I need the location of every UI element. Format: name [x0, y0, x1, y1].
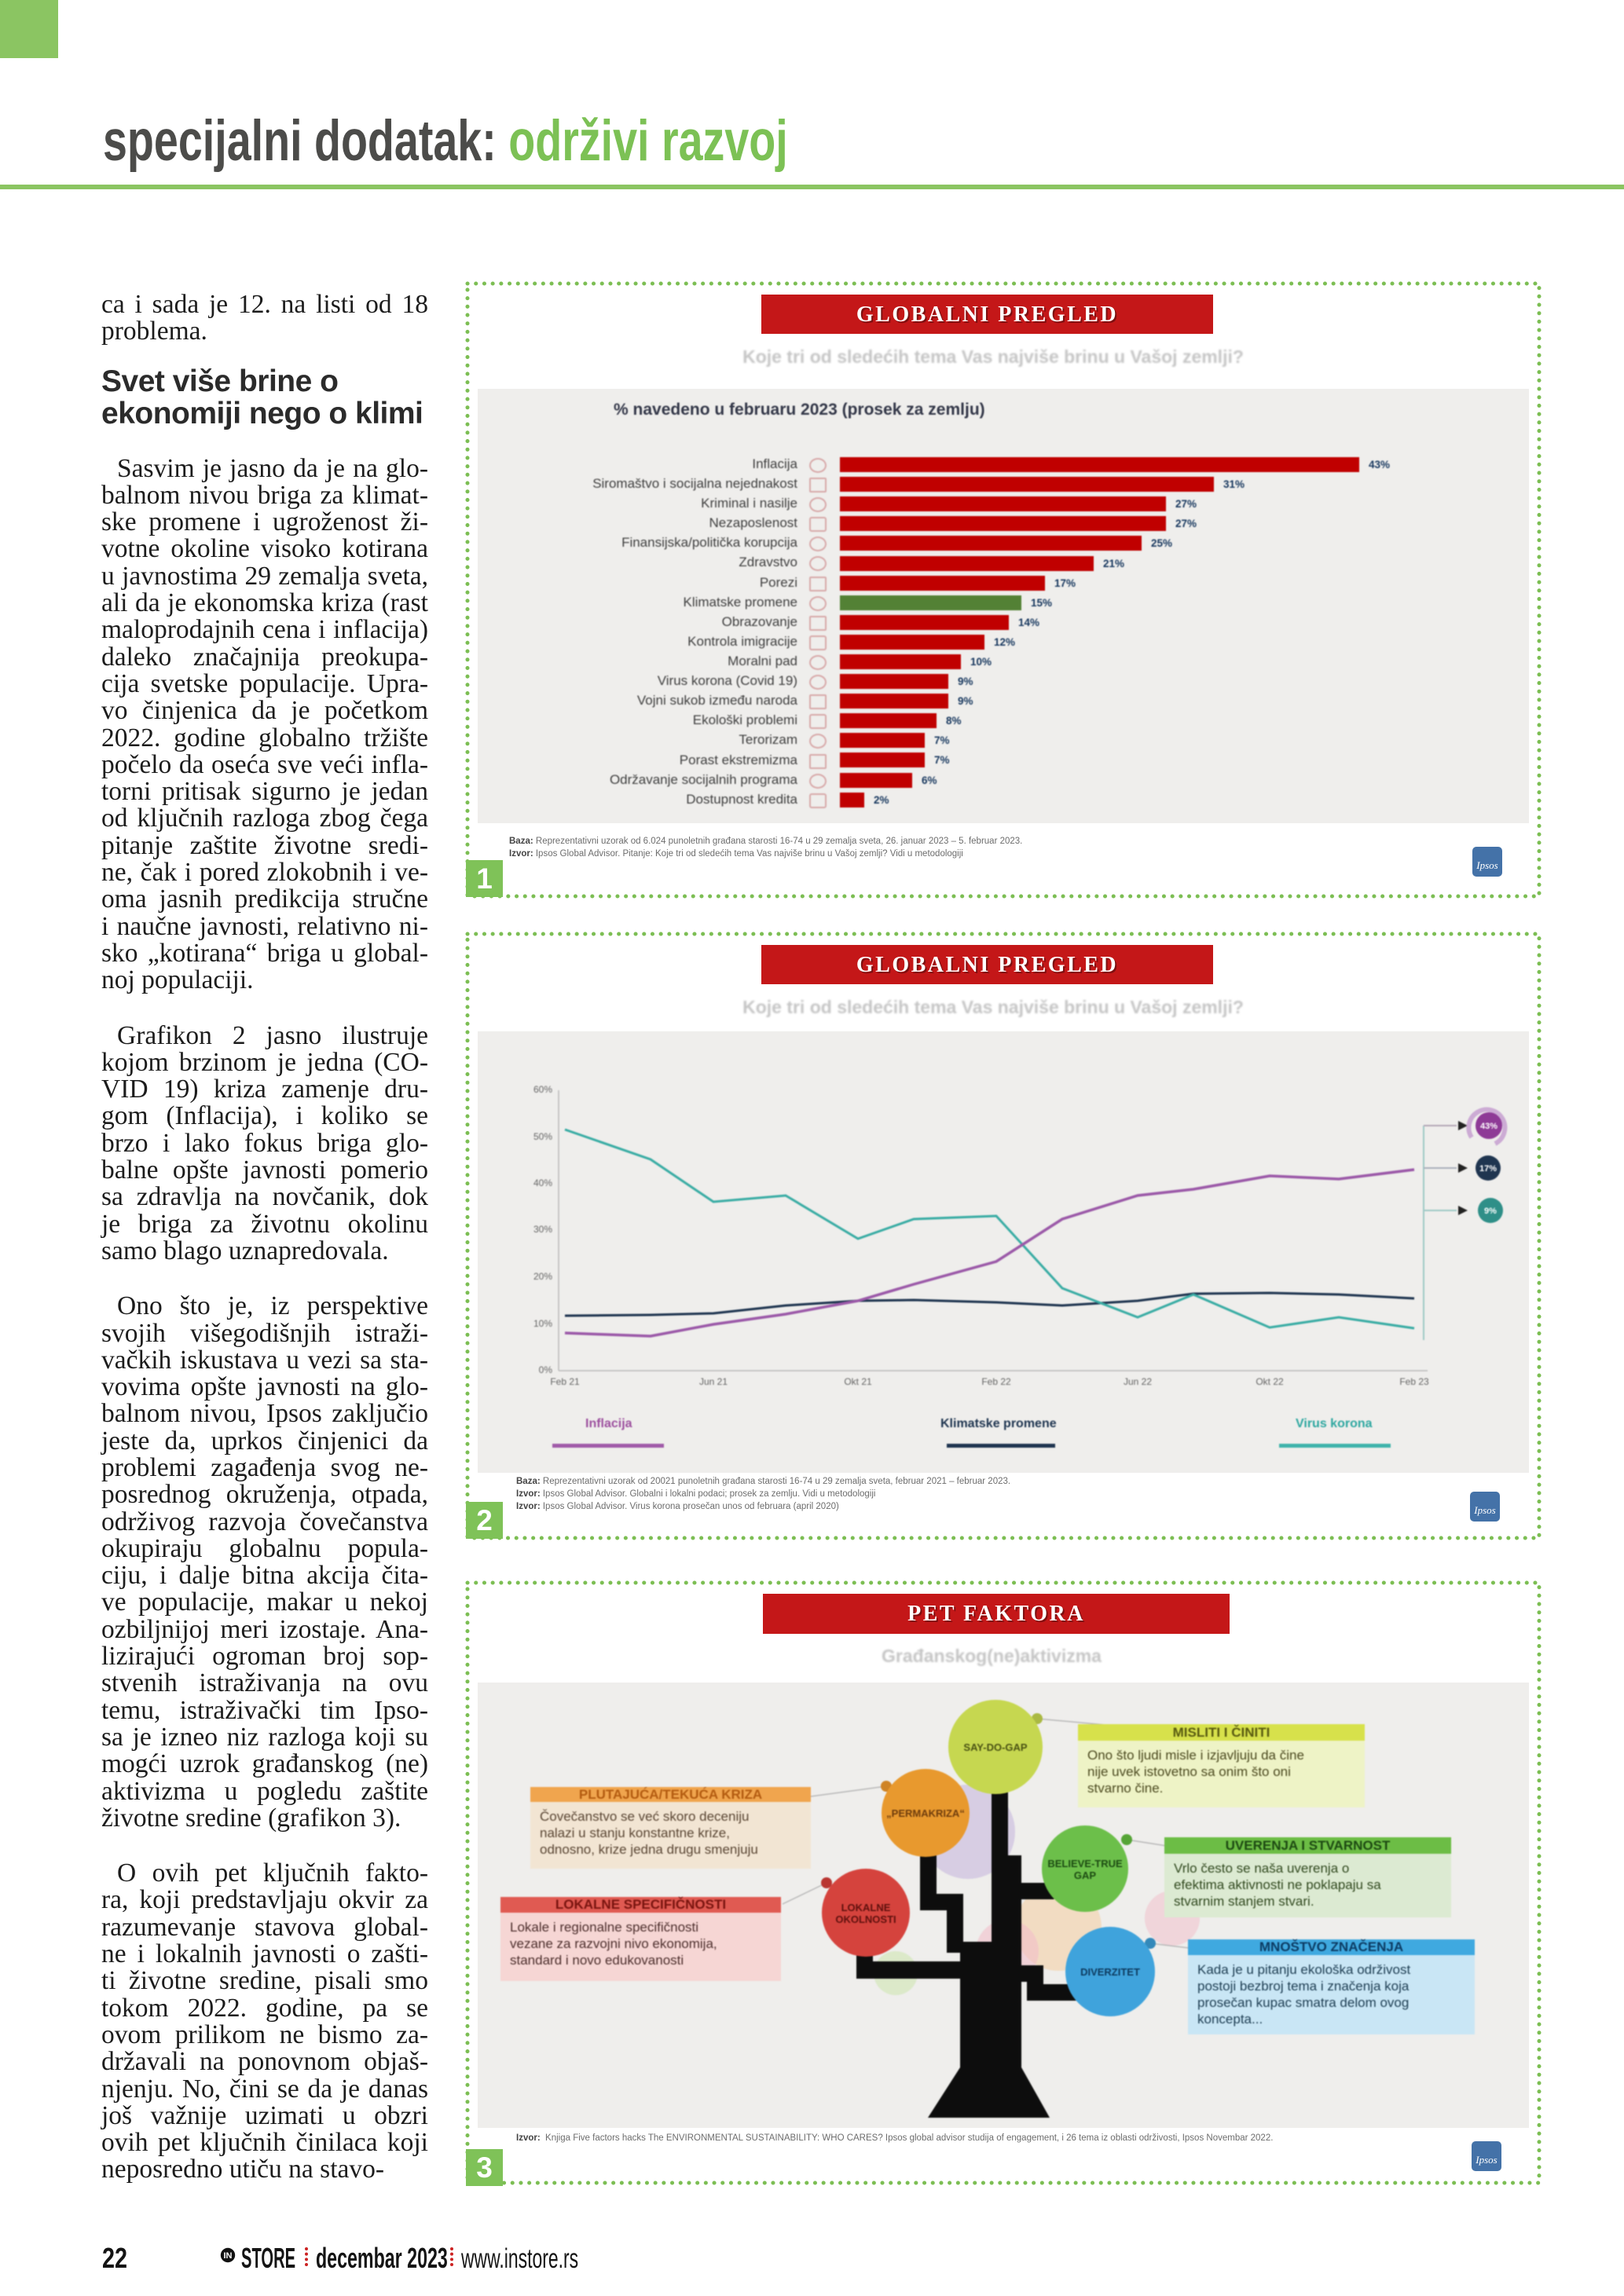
- svg-text:OKOLNOSTI: OKOLNOSTI: [835, 1913, 896, 1925]
- svg-text:17%: 17%: [1479, 1164, 1497, 1174]
- svg-text:DIVERZITET: DIVERZITET: [1080, 1966, 1140, 1978]
- svg-text:9%: 9%: [1484, 1207, 1497, 1216]
- svg-text:LOKALNE: LOKALNE: [841, 1902, 891, 1913]
- svg-text:„PERMAKRIZA“: „PERMAKRIZA“: [886, 1807, 965, 1819]
- svg-text:BELIEVE-TRUE: BELIEVE-TRUE: [1047, 1858, 1123, 1869]
- svg-text:IN: IN: [224, 2251, 233, 2261]
- svg-text:GAP: GAP: [1074, 1869, 1097, 1881]
- svg-text:SAY-DO-GAP: SAY-DO-GAP: [963, 1741, 1027, 1753]
- svg-text:43%: 43%: [1480, 1122, 1498, 1131]
